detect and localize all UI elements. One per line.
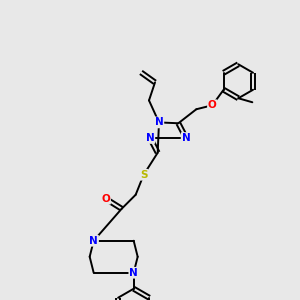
Text: O: O (101, 194, 110, 204)
Text: N: N (129, 268, 138, 278)
Text: N: N (89, 236, 98, 246)
Text: N: N (146, 133, 154, 143)
Text: N: N (182, 133, 190, 143)
Text: O: O (208, 100, 217, 110)
Text: N: N (154, 117, 164, 128)
Text: S: S (140, 170, 147, 180)
